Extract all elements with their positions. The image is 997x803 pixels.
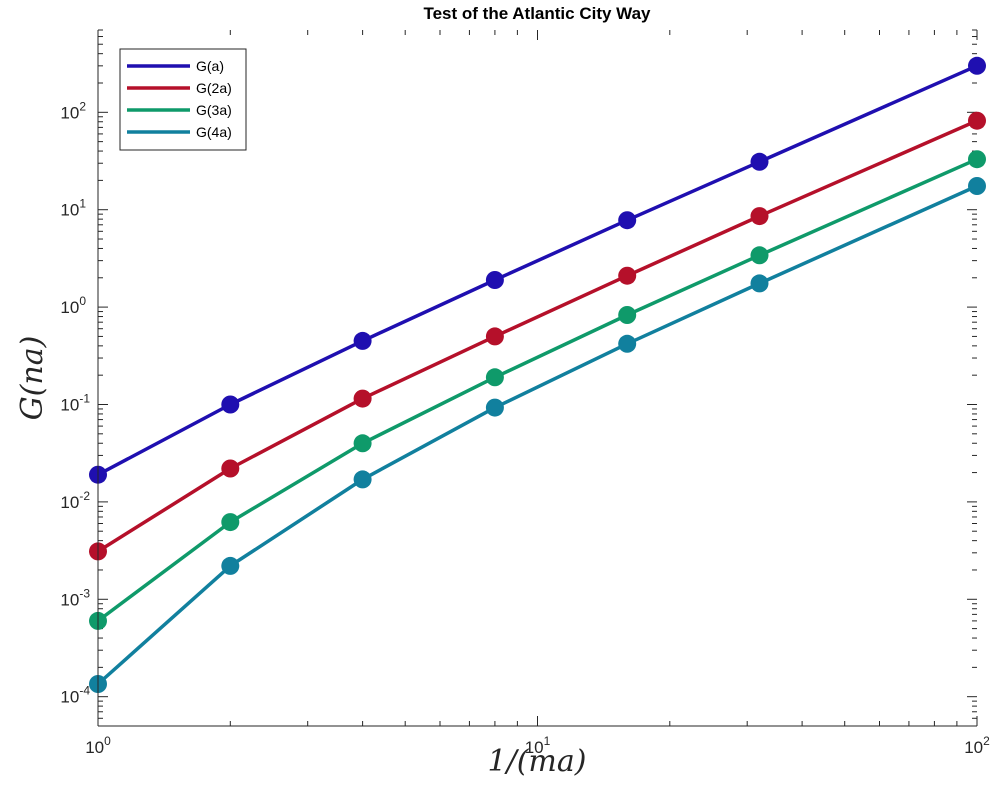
y-tick-label: 100 [60, 294, 86, 317]
y-tick-label: 10-3 [60, 586, 90, 609]
data-point [968, 150, 986, 169]
data-point [750, 207, 769, 226]
data-point [485, 368, 504, 387]
series-markers [89, 56, 986, 693]
legend: G(a) G(2a) G(3a) G(4a) [119, 48, 247, 151]
data-point [353, 389, 372, 408]
x-tick-label: 100 [85, 734, 111, 757]
legend-label: G(2a) [196, 80, 232, 96]
y-tick-label: 101 [60, 197, 86, 220]
data-point [618, 334, 637, 353]
y-tick-label: 10-2 [60, 489, 90, 512]
data-point [221, 556, 240, 575]
y-tick-label: 10-1 [60, 391, 90, 414]
x-tick-label: 101 [525, 734, 551, 757]
data-point [485, 398, 504, 417]
chart-title: Test of the Atlantic City Way [423, 4, 651, 23]
y-tick-label: 10-4 [60, 684, 90, 707]
legend-label: G(3a) [196, 102, 232, 118]
y-axis-label: G(na) [15, 336, 50, 421]
legend-label: G(a) [196, 58, 224, 74]
data-point [221, 459, 240, 478]
legend-label: G(4a) [196, 124, 232, 140]
data-point [750, 152, 769, 171]
data-point [968, 56, 986, 75]
y-tick-label: 102 [60, 99, 86, 122]
data-point [353, 434, 372, 453]
data-point [968, 177, 986, 195]
data-point [485, 271, 504, 289]
x-tick-label: 102 [964, 734, 990, 757]
data-point [221, 395, 240, 414]
data-point [968, 111, 986, 130]
data-point [353, 470, 372, 489]
data-point [618, 211, 637, 230]
data-point [618, 306, 637, 324]
data-point [353, 331, 372, 350]
data-point [221, 513, 240, 532]
data-point [618, 266, 637, 285]
data-point [485, 327, 504, 346]
y-tick-labels: 10-4 10-3 10-2 10-1 100 101 102 [60, 99, 90, 706]
x-axis-label: 1/(ma) [488, 744, 587, 779]
x-tick-labels: 100 101 102 [85, 734, 990, 757]
data-point [750, 246, 769, 265]
data-point [750, 274, 769, 293]
